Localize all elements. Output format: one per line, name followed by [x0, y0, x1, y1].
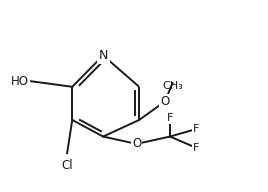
Text: F: F — [167, 113, 173, 123]
Text: F: F — [193, 143, 199, 153]
Text: HO: HO — [10, 75, 28, 88]
Text: Cl: Cl — [61, 159, 73, 172]
Text: O: O — [160, 95, 169, 108]
Text: O: O — [132, 137, 141, 150]
Text: CH₃: CH₃ — [162, 81, 183, 91]
Text: F: F — [193, 124, 199, 134]
Text: N: N — [98, 49, 108, 62]
